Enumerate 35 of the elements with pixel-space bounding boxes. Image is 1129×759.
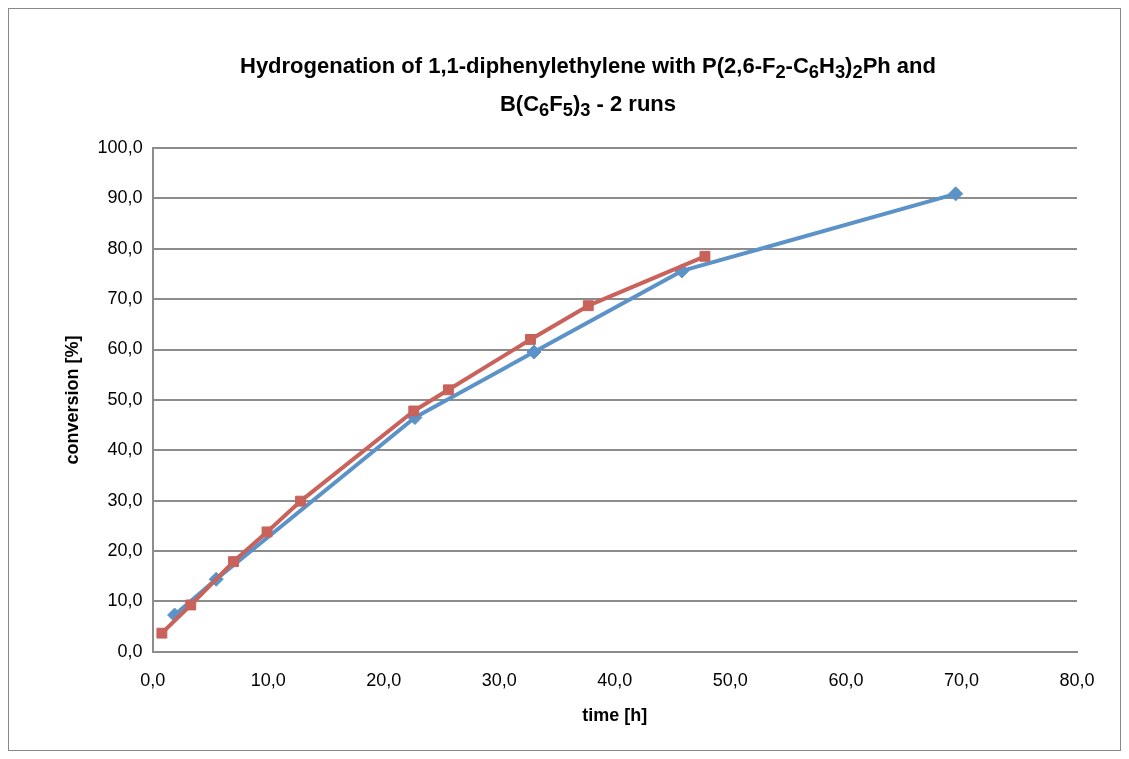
x-tick-label: 10,0 <box>250 669 286 690</box>
y-tick-label: 70,0 <box>107 288 143 309</box>
point <box>525 333 536 345</box>
point <box>442 384 454 396</box>
point <box>185 599 197 611</box>
y-tick-label: 90,0 <box>107 187 143 208</box>
point <box>699 250 711 262</box>
point <box>261 526 273 538</box>
x-tick-label: 40,0 <box>597 669 633 690</box>
y-axis-title: conversion [%] <box>61 335 82 465</box>
y-tick-label: 20,0 <box>107 540 143 561</box>
y-tick-label: 60,0 <box>107 338 143 359</box>
point <box>526 344 542 360</box>
point <box>295 495 306 507</box>
chart-title: Hydrogenation of 1,1-diphenylethylene with P(2,6-F$_{2}$-C$_{6}$H$_{3}$)$_{2}$Ph and B(C$_{6}$F$_{5}$)$_{3}$ - 2 runs <box>240 53 936 121</box>
y-tick-label: 10,0 <box>107 590 143 611</box>
x-tick-label: 20,0 <box>366 669 402 690</box>
y-tick-label: 50,0 <box>107 388 143 409</box>
x-tick-label: 50,0 <box>712 669 748 690</box>
y-tick-label: 30,0 <box>107 489 143 510</box>
point <box>408 405 420 417</box>
y-tick-label: 40,0 <box>107 439 143 460</box>
x-tick-label: 70,0 <box>943 669 979 690</box>
y-tick-label: 80,0 <box>107 237 143 258</box>
x-tick-label: 30,0 <box>481 669 517 690</box>
point <box>948 186 964 202</box>
x-tick-label: 60,0 <box>828 669 864 690</box>
point <box>582 300 594 312</box>
x-tick-label: 0,0 <box>140 669 166 690</box>
x-axis-title: time [h] <box>582 705 648 726</box>
x-tick-label: 80,0 <box>1059 669 1095 690</box>
y-tick-label: 100,0 <box>97 136 143 157</box>
y-tick-label: 0,0 <box>117 640 143 661</box>
point <box>156 627 168 639</box>
point <box>228 556 239 568</box>
